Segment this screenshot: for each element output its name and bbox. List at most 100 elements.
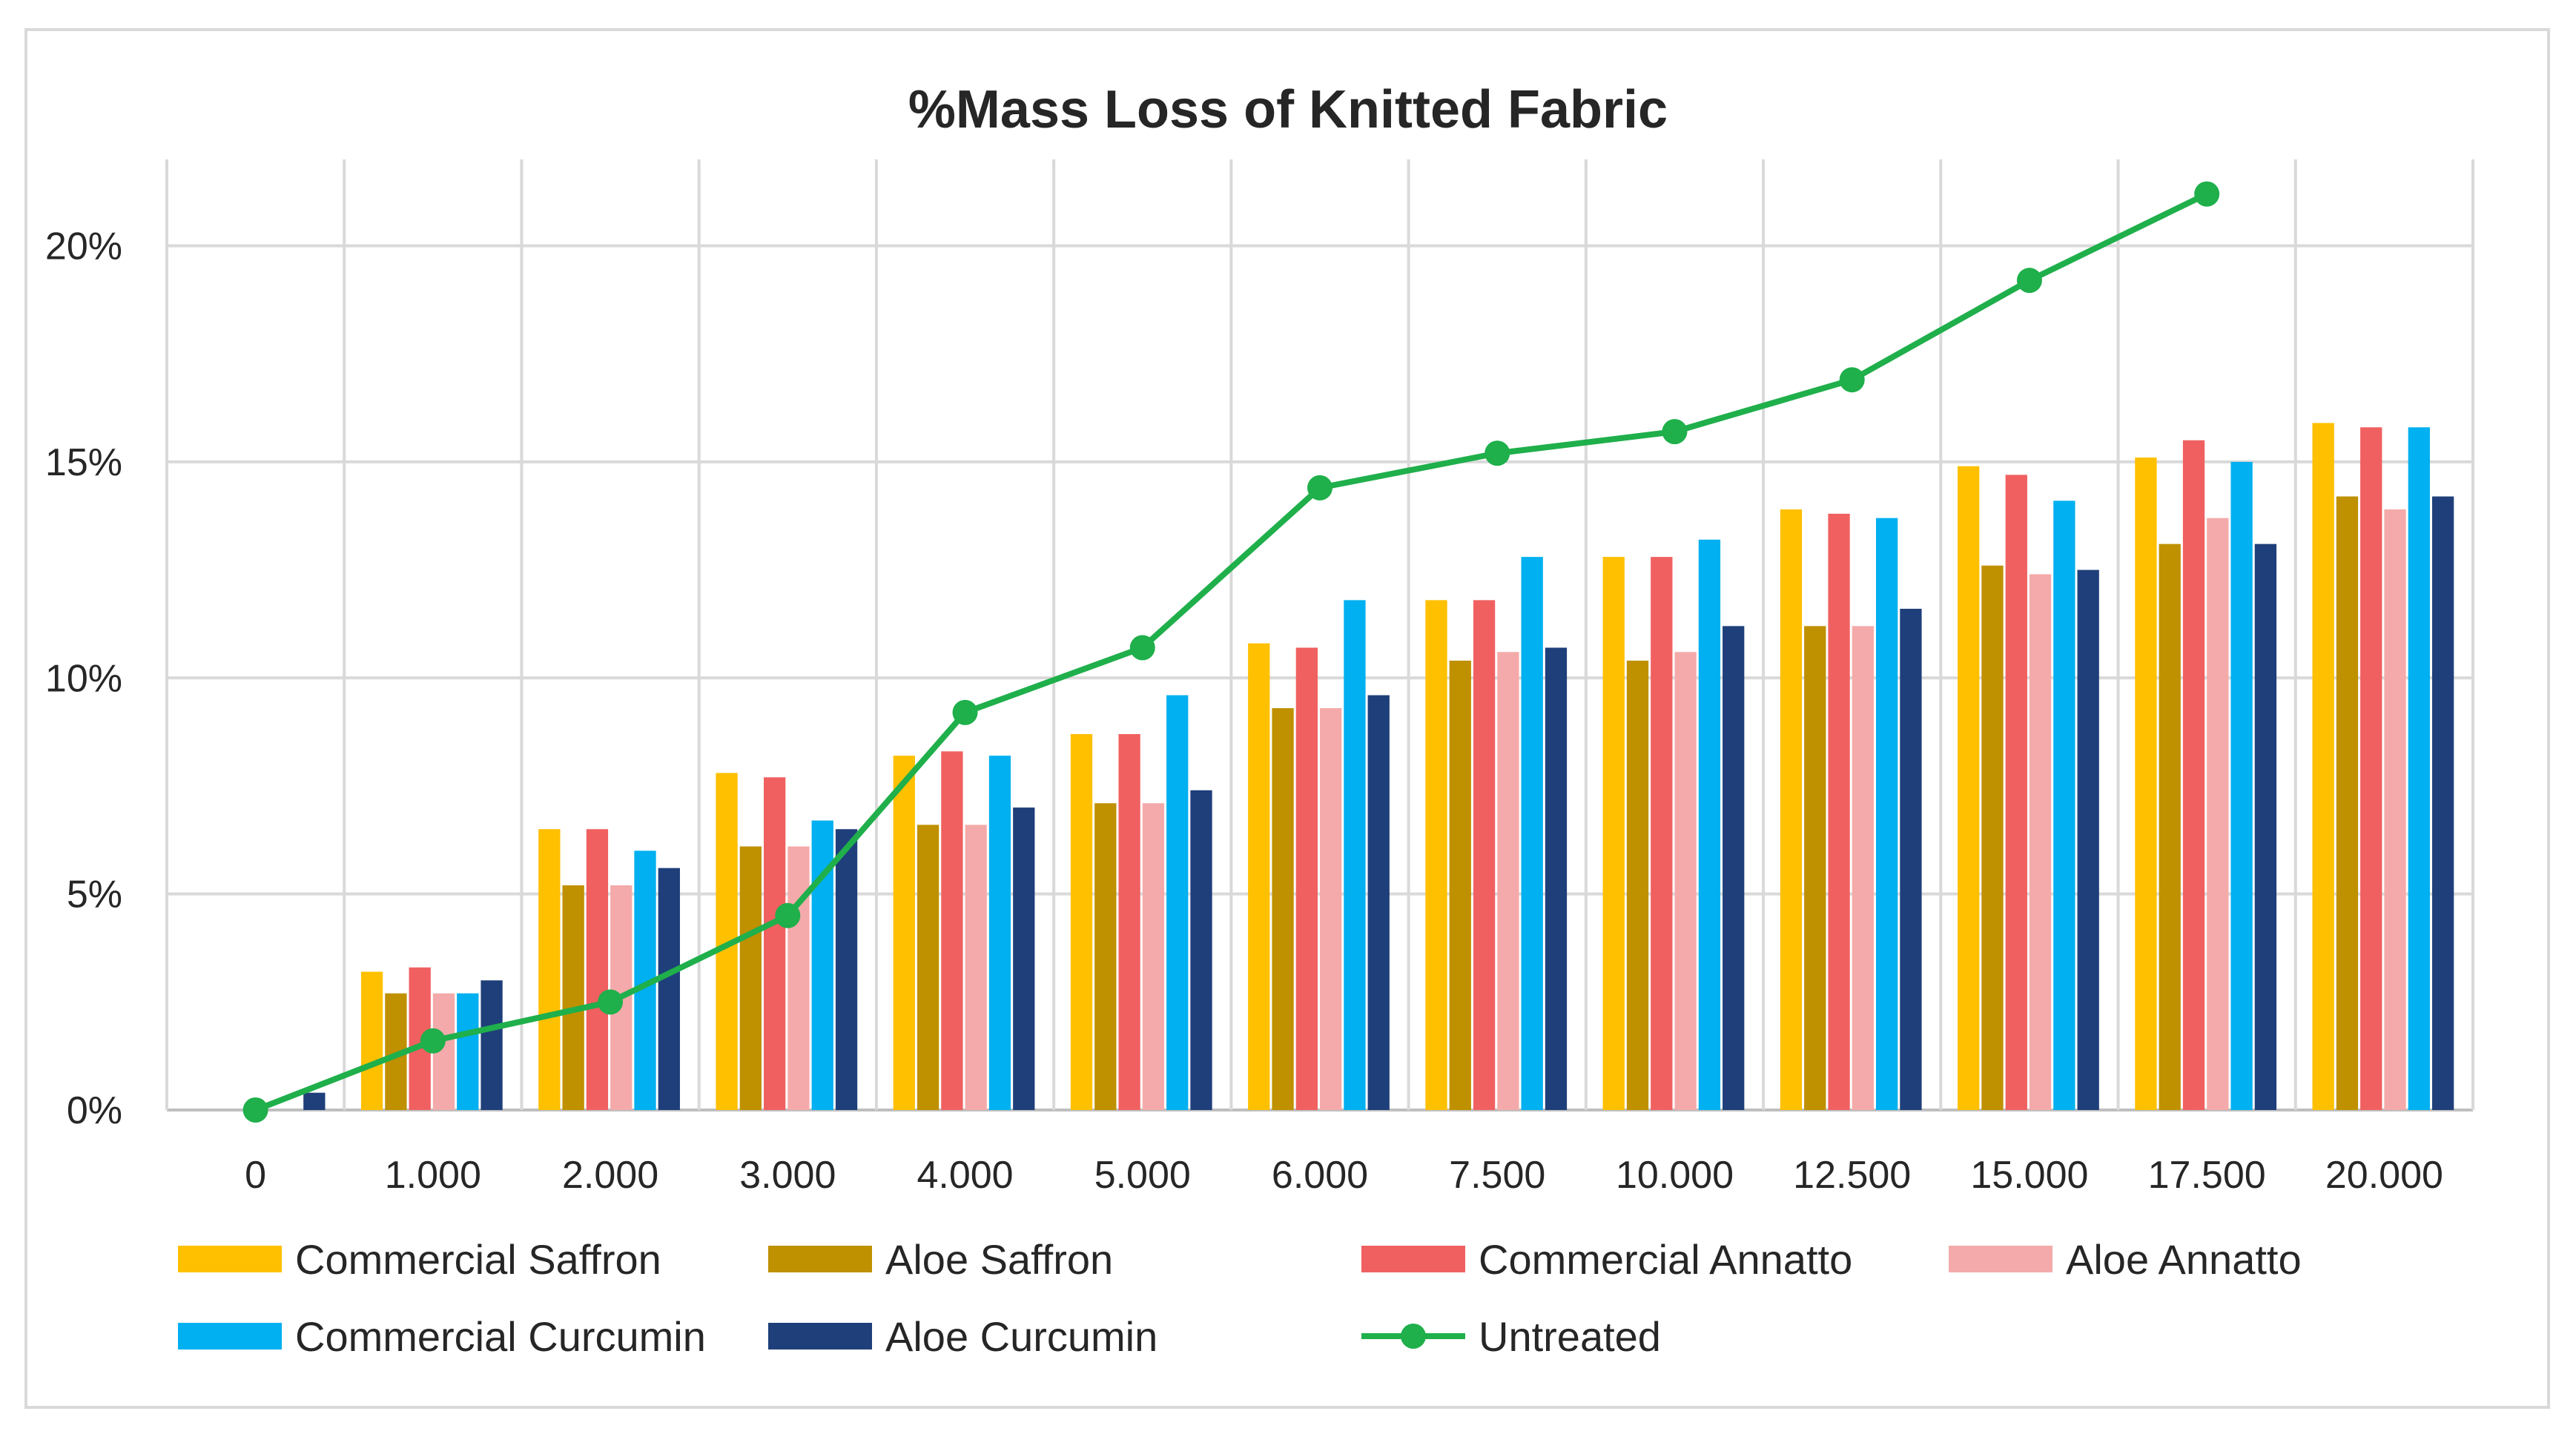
line-marker bbox=[1484, 440, 1510, 466]
bar bbox=[1521, 557, 1543, 1110]
line-marker bbox=[1839, 367, 1865, 393]
bar bbox=[1698, 539, 1721, 1110]
bar bbox=[941, 751, 963, 1110]
legend-swatch bbox=[1949, 1246, 2052, 1272]
bar bbox=[480, 980, 503, 1110]
bar bbox=[917, 825, 939, 1110]
legend-swatch bbox=[768, 1323, 872, 1350]
legend-label: Commercial Saffron bbox=[295, 1236, 661, 1283]
bar bbox=[1094, 803, 1117, 1110]
bar bbox=[586, 829, 609, 1110]
legend-label: Aloe Saffron bbox=[885, 1236, 1113, 1283]
bar bbox=[1723, 626, 1745, 1110]
bar bbox=[1013, 807, 1035, 1110]
legend-swatch bbox=[1361, 1246, 1465, 1272]
bar bbox=[1295, 647, 1318, 1110]
line-marker bbox=[2016, 268, 2042, 294]
bar bbox=[1674, 652, 1697, 1110]
bar bbox=[2135, 457, 2157, 1110]
x-tick-label: 20.000 bbox=[2325, 1154, 2443, 1197]
bar bbox=[2408, 427, 2430, 1110]
bar bbox=[2254, 544, 2277, 1110]
bar bbox=[1425, 600, 1447, 1110]
bar bbox=[2077, 569, 2099, 1110]
x-tick-label: 0 bbox=[245, 1154, 266, 1197]
x-tick-label: 1.000 bbox=[385, 1154, 481, 1197]
bar bbox=[739, 846, 762, 1110]
bar-series bbox=[303, 423, 2454, 1110]
legend-label: Commercial Annatto bbox=[1479, 1236, 1852, 1283]
y-axis-ticks: 0% 5% 10% 15% 20% bbox=[45, 225, 122, 1132]
y-tick-label: 0% bbox=[67, 1089, 122, 1132]
bar bbox=[2053, 501, 2075, 1110]
bar bbox=[835, 829, 858, 1110]
line-marker bbox=[598, 989, 624, 1015]
bar bbox=[893, 756, 915, 1110]
bar bbox=[1449, 660, 1471, 1110]
bar bbox=[2384, 509, 2406, 1110]
legend-swatch bbox=[178, 1246, 282, 1272]
y-tick-label: 5% bbox=[67, 873, 122, 916]
line-marker bbox=[1129, 635, 1155, 661]
x-tick-label: 17.500 bbox=[2148, 1154, 2266, 1197]
line-marker bbox=[2194, 181, 2220, 207]
bar bbox=[1248, 643, 1270, 1110]
bar bbox=[2230, 461, 2253, 1110]
line-marker bbox=[952, 699, 978, 725]
line-marker bbox=[242, 1097, 268, 1123]
legend-label: Commercial Curcumin bbox=[295, 1313, 706, 1360]
bar bbox=[1602, 557, 1625, 1110]
bar bbox=[2336, 496, 2359, 1110]
x-tick-label: 12.500 bbox=[1793, 1154, 1911, 1197]
bar bbox=[1651, 557, 1673, 1110]
bar bbox=[1852, 626, 1874, 1110]
bar bbox=[2005, 475, 2027, 1110]
y-tick-label: 20% bbox=[45, 225, 122, 268]
line-marker bbox=[1307, 475, 1332, 501]
bar bbox=[988, 756, 1011, 1110]
bar bbox=[1804, 626, 1826, 1110]
chart-title: %Mass Loss of Knitted Fabric bbox=[908, 80, 1668, 139]
bar bbox=[658, 868, 680, 1110]
bar bbox=[1344, 600, 1366, 1110]
bar bbox=[303, 1092, 326, 1110]
bar bbox=[764, 777, 786, 1110]
bar bbox=[1545, 647, 1568, 1110]
bar bbox=[1070, 734, 1093, 1110]
series-line bbox=[254, 191, 2208, 1113]
legend-label: Aloe Curcumin bbox=[885, 1313, 1157, 1360]
line-marker bbox=[1662, 419, 1688, 445]
line-marker bbox=[775, 902, 801, 928]
bar bbox=[2431, 496, 2454, 1110]
bar bbox=[360, 971, 383, 1110]
bar bbox=[1367, 695, 1390, 1110]
bar bbox=[1166, 695, 1189, 1110]
bar bbox=[1190, 790, 1212, 1110]
untreated-line-series bbox=[242, 181, 2220, 1123]
bar bbox=[1497, 652, 1519, 1110]
bar bbox=[562, 885, 584, 1110]
bar bbox=[787, 846, 810, 1110]
legend-swatch-marker bbox=[1401, 1324, 1426, 1349]
y-tick-label: 15% bbox=[45, 441, 122, 484]
x-tick-label: 2.000 bbox=[562, 1154, 658, 1197]
bar bbox=[2182, 440, 2205, 1110]
bar bbox=[1828, 513, 1850, 1110]
bar bbox=[1473, 600, 1496, 1110]
x-tick-label: 5.000 bbox=[1094, 1154, 1191, 1197]
bar bbox=[2360, 427, 2382, 1110]
bar bbox=[1142, 803, 1165, 1110]
x-tick-label: 15.000 bbox=[1970, 1154, 2088, 1197]
x-tick-label: 4.000 bbox=[917, 1154, 1013, 1197]
bar bbox=[2159, 544, 2181, 1110]
bar bbox=[1272, 708, 1294, 1110]
bar bbox=[1900, 609, 1922, 1110]
legend: Commercial Saffron Aloe Saffron Commercial… bbox=[178, 1236, 2302, 1360]
bar bbox=[1958, 466, 1980, 1110]
line-marker bbox=[420, 1028, 446, 1054]
bar bbox=[1981, 565, 2004, 1110]
x-tick-label: 6.000 bbox=[1272, 1154, 1368, 1197]
y-tick-label: 10% bbox=[45, 657, 122, 700]
bar bbox=[1118, 734, 1140, 1110]
